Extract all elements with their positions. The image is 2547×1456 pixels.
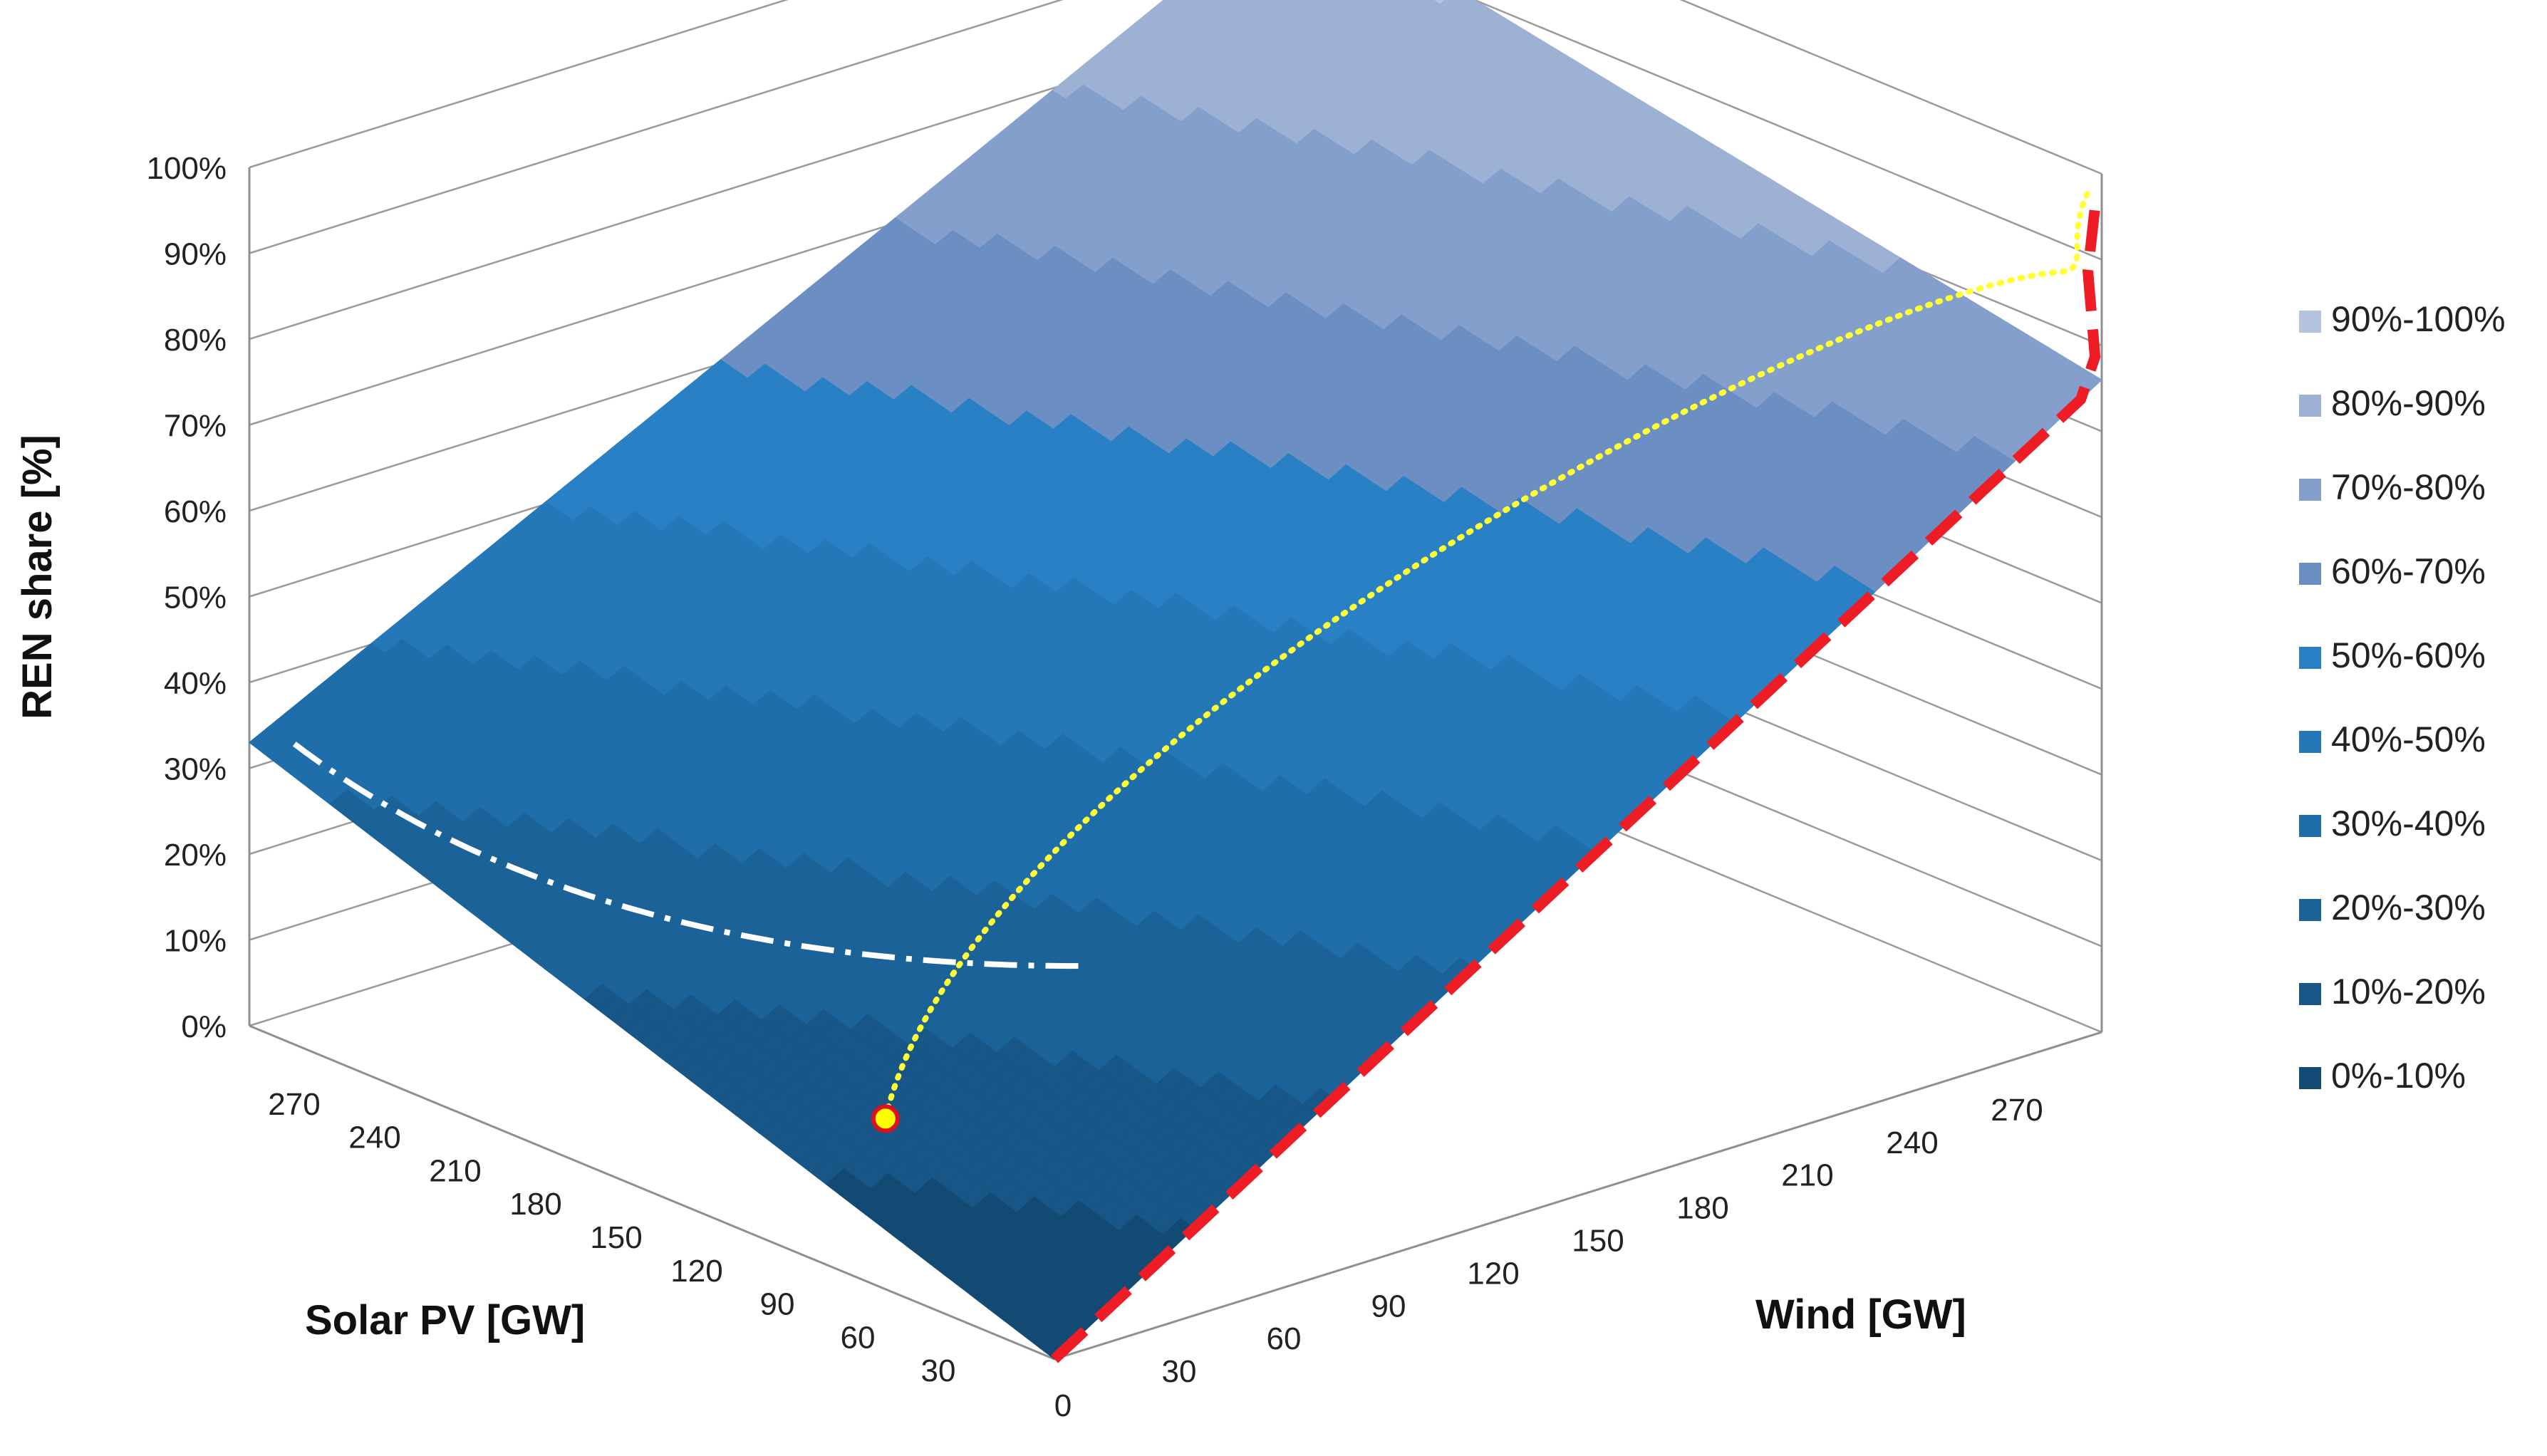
legend-swatch <box>2299 1067 2321 1089</box>
wind-tick-label: 150 <box>1572 1224 1624 1259</box>
legend-label: 0%-10% <box>2331 1056 2466 1096</box>
z-gridline-left-wall <box>249 0 789 169</box>
solar-axis-title: Solar PV [GW] <box>305 1297 585 1343</box>
z-tick-label: 100% <box>146 151 227 186</box>
legend-label: 80%-90% <box>2331 383 2486 423</box>
wind-tick-label: 120 <box>1467 1256 1519 1291</box>
legend-label: 30%-40% <box>2331 804 2486 843</box>
solar-tick-label: 180 <box>509 1187 561 1222</box>
solar-axis-line <box>249 1024 1055 1361</box>
legend-label: 90%-100% <box>2331 299 2506 339</box>
legend-swatch <box>2299 311 2321 333</box>
wind-tick-label: 210 <box>1781 1158 1833 1193</box>
current-point-marker <box>871 1104 900 1133</box>
z-tick-label: 60% <box>164 494 227 529</box>
z-gridline-right-wall <box>1679 0 2102 175</box>
yellow-dotted-path <box>882 189 2091 1122</box>
legend-swatch <box>2299 479 2321 501</box>
white-dash-dot-line <box>292 742 1089 969</box>
solar-tick-label: 240 <box>348 1120 400 1155</box>
legend-label: 20%-30% <box>2331 888 2486 927</box>
solar-tick-label: 210 <box>429 1153 481 1188</box>
surface-cell <box>1432 0 1446 5</box>
legend-label: 60%-70% <box>2331 551 2486 591</box>
solar-tick-label: 150 <box>590 1220 642 1255</box>
legend-swatch <box>2299 395 2321 417</box>
legend-swatch <box>2299 899 2321 921</box>
z-axis-title: REN share [%] <box>14 435 61 719</box>
legend-swatch <box>2299 647 2321 669</box>
z-tick-label: 10% <box>164 924 227 959</box>
legend-swatch <box>2299 815 2321 837</box>
z-tick-label: 40% <box>164 666 227 701</box>
z-tick-label: 20% <box>164 838 227 873</box>
axis-ticks: 0% 10% 20% 30% 40% 50% 60% 70% 80% 90% 100% 0 30 60 90… <box>146 151 2043 1423</box>
wind-tick-label: 90 <box>1371 1289 1406 1324</box>
legend-swatch <box>2299 563 2321 585</box>
surface-cell <box>1268 0 1283 5</box>
z-gridline-right-wall <box>1472 0 2102 261</box>
z-tick-label: 90% <box>164 237 227 272</box>
chart-overlays <box>292 189 2101 1363</box>
legend-label: 40%-50% <box>2331 719 2486 759</box>
red-dashed-path <box>1050 206 2101 1363</box>
legend-label: 10%-20% <box>2331 972 2486 1012</box>
wind-axis-line <box>1054 1031 2102 1361</box>
z-tick-label: 0% <box>181 1009 227 1044</box>
wind-tick-label: 270 <box>1991 1093 2043 1128</box>
wind-axis-title: Wind [GW] <box>1755 1291 1966 1338</box>
legend-swatch <box>2299 731 2321 753</box>
z-tick-label: 30% <box>164 752 227 787</box>
z-tick-label: 70% <box>164 409 227 444</box>
wind-tick-label: 60 <box>1267 1321 1302 1356</box>
ren-share-surface <box>249 0 2102 1360</box>
legend-label: 50%-60% <box>2331 635 2486 675</box>
solar-tick-label: 30 <box>921 1353 956 1388</box>
solar-tick-label: 60 <box>841 1320 876 1355</box>
legend: 90%-100% 80%-90% 70%-80% 60%-70% 50%-60% 40%-… <box>2299 299 2506 1096</box>
solar-tick-label: 270 <box>268 1087 320 1122</box>
z-tick-label: 50% <box>164 581 227 615</box>
solar-tick-label: 0 <box>1054 1388 1072 1423</box>
legend-swatch <box>2299 983 2321 1005</box>
wind-tick-label: 240 <box>1886 1125 1938 1160</box>
solar-tick-label: 120 <box>670 1254 722 1289</box>
solar-tick-label: 90 <box>760 1287 795 1322</box>
z-gridline-left-wall <box>249 0 1064 254</box>
wind-tick-label: 30 <box>1162 1354 1197 1389</box>
legend-label: 70%-80% <box>2331 467 2486 507</box>
z-tick-label: 80% <box>164 323 227 358</box>
wind-tick-label: 180 <box>1676 1191 1728 1226</box>
